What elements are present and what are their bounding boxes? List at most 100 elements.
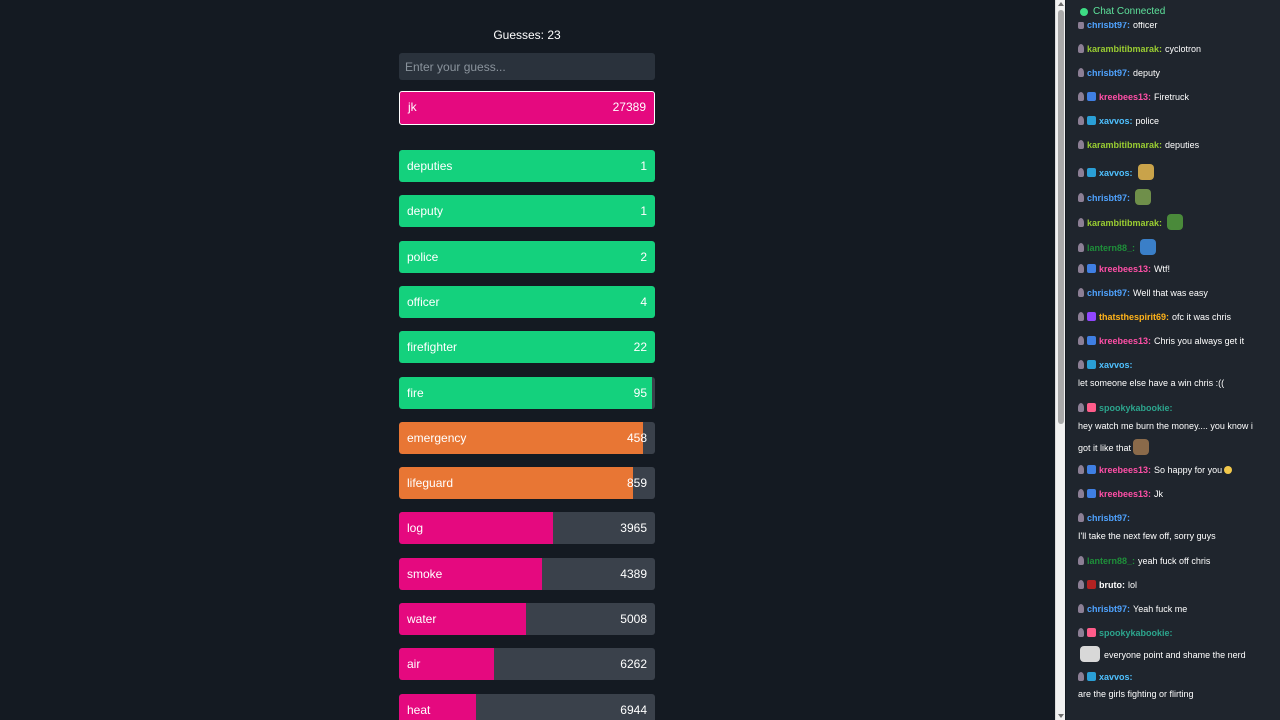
chat-message-text: Well that was easy [1133, 288, 1208, 298]
chat-message: xavvos: [1078, 359, 1268, 371]
chat-badge-icon [1078, 628, 1084, 637]
chat-message-text: are the girls fighting or flirting [1078, 689, 1194, 699]
chat-badge-icon [1078, 580, 1084, 589]
chat-panel: Chat Connected chrisbt97: officer karambit… [1066, 0, 1280, 720]
chat-message: kreebees13: Chris you always get it [1078, 335, 1268, 347]
chat-badge-icon [1078, 20, 1084, 29]
chat-message-continuation: got it like that [1078, 439, 1268, 455]
guess-rank: 5008 [620, 612, 647, 626]
chat-message-continuation: hey watch me burn the money.... you know… [1078, 421, 1268, 431]
scroll-up-arrow-icon[interactable] [1058, 2, 1064, 6]
scroll-down-arrow-icon[interactable] [1058, 714, 1064, 718]
chat-badge-icon [1078, 243, 1084, 252]
chat-username[interactable]: chrisbt97: [1087, 288, 1131, 298]
chat-username[interactable]: chrisbt97: [1087, 193, 1131, 203]
chat-username[interactable]: xavvos: [1099, 360, 1133, 370]
chat-username[interactable]: kreebees13: [1099, 465, 1152, 475]
chat-username[interactable]: xavvos: [1099, 672, 1133, 682]
guess-similarity-bar [399, 648, 494, 681]
chat-message: kreebees13: Firetruck [1078, 91, 1268, 103]
chat-username[interactable]: kreebees13: [1099, 336, 1152, 346]
scroll-thumb[interactable] [1058, 10, 1064, 424]
emote-icon [1167, 214, 1184, 230]
chat-message-text: let someone else have a win chris :(( [1078, 378, 1225, 388]
chat-username[interactable]: spookykabookie: [1099, 403, 1173, 413]
chat-username[interactable]: thatsthespirit69: [1099, 312, 1170, 322]
page-scrollbar[interactable] [1055, 0, 1065, 720]
chat-message-text: Chris you always get it [1154, 336, 1245, 346]
chat-message: kreebees13: So happy for you [1078, 464, 1268, 476]
chat-username[interactable]: bruto: [1099, 580, 1125, 590]
chat-username[interactable]: karambitibmarak: [1087, 218, 1163, 228]
chat-username[interactable]: chrisbt97: [1087, 20, 1131, 30]
chat-badge-icon [1078, 116, 1084, 125]
chat-message-text: I'll take the next few off, sorry guys [1078, 531, 1216, 541]
chat-message: chrisbt97: Well that was easy [1078, 287, 1268, 299]
guess-row: smoke 4389 [399, 557, 655, 590]
guess-similarity-bar [399, 693, 476, 720]
chat-username[interactable]: lantern88_: [1087, 243, 1136, 253]
sub-badge-icon [1087, 92, 1096, 101]
guess-rank: 4 [640, 294, 647, 309]
chat-message-continuation: everyone point and shame the nerd [1078, 646, 1268, 662]
chat-message: xavvos: [1078, 164, 1268, 180]
chat-message: spookykabookie: [1078, 402, 1268, 414]
sub-badge-icon [1087, 116, 1096, 125]
guess-count: Guesses: 23 [493, 28, 561, 42]
chat-username[interactable]: karambitibmarak: [1087, 44, 1163, 54]
chat-badge-icon [1078, 44, 1084, 53]
chat-message-text: officer [1133, 20, 1158, 30]
guess-word: emergency [407, 430, 467, 445]
chat-message: bruto: lol [1078, 579, 1268, 591]
chat-badge-icon [1078, 288, 1084, 297]
chat-badge-icon [1078, 193, 1084, 202]
sub-badge-icon [1087, 465, 1096, 474]
emote-icon [1135, 189, 1152, 205]
chat-message: xavvos: police [1078, 115, 1268, 127]
sub-badge-icon [1087, 580, 1096, 589]
guess-similarity-bar [399, 603, 526, 635]
chat-message: lantern88_: [1078, 239, 1268, 255]
chat-message-text: got it like that [1078, 443, 1132, 453]
chat-username[interactable]: lantern88_: [1087, 556, 1136, 566]
chat-message: thatsthespirit69: ofc it was chris [1078, 311, 1268, 323]
guess-word: deputies [407, 159, 453, 173]
chat-message: chrisbt97: Yeah fuck me [1078, 603, 1268, 615]
chat-username[interactable]: kreebees13: [1099, 264, 1152, 274]
guess-word: fire [407, 385, 424, 400]
guess-word: heat [407, 702, 431, 717]
chat-badge-icon [1078, 312, 1084, 321]
chat-badge-icon [1078, 489, 1084, 498]
guess-similarity-bar [399, 557, 543, 590]
chat-username[interactable]: chrisbt97: [1087, 68, 1131, 78]
guess-rank: 95 [633, 385, 647, 400]
chat-badge-icon [1078, 672, 1084, 681]
chat-username[interactable]: karambitibmarak: [1087, 140, 1163, 150]
guess-input[interactable] [399, 53, 655, 80]
sub-badge-icon [1087, 672, 1096, 681]
chat-username[interactable]: spookykabookie: [1099, 628, 1173, 638]
chat-status: Chat Connected [1066, 0, 1280, 22]
chat-username[interactable]: xavvos: [1099, 116, 1133, 126]
sub-badge-icon [1087, 312, 1096, 321]
chat-badge-icon [1078, 92, 1084, 101]
guess-rank: 22 [633, 340, 647, 355]
guess-word: air [407, 657, 421, 672]
chat-username[interactable]: xavvos: [1099, 168, 1133, 178]
chat-message: chrisbt97: deputy [1078, 67, 1268, 79]
chat-message-text: cyclotron [1165, 44, 1202, 54]
guess-rank: 1 [640, 204, 647, 219]
chat-badge-icon [1078, 264, 1084, 273]
chat-username[interactable]: chrisbt97: [1087, 604, 1131, 614]
chat-message: karambitibmarak: [1078, 214, 1268, 230]
guess-similarity-bar [399, 240, 655, 273]
chat-username[interactable]: chrisbt97: [1087, 513, 1131, 523]
guess-rank: 859 [626, 476, 647, 491]
chat-message-text: Yeah fuck me [1133, 604, 1188, 614]
chat-username[interactable]: kreebees13: [1099, 489, 1152, 499]
chat-message-text: deputies [1165, 140, 1200, 150]
chat-badge-icon [1078, 68, 1084, 77]
guess-rank: 3965 [620, 521, 647, 536]
chat-username[interactable]: kreebees13: [1099, 92, 1152, 102]
chat-badge-icon [1078, 604, 1084, 613]
